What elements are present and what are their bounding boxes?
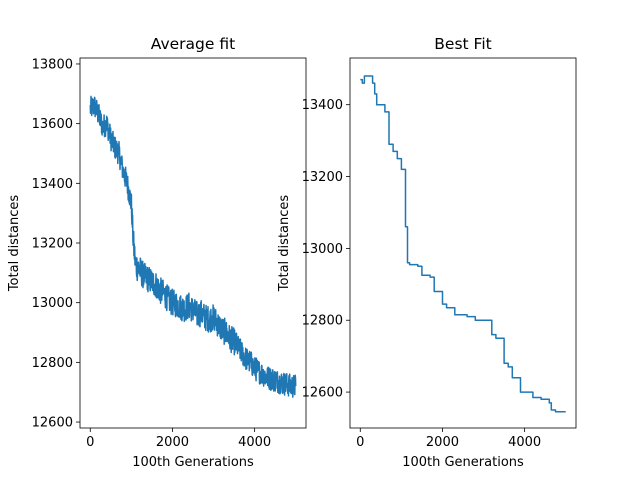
chart-title: Best Fit [434, 35, 491, 53]
x-tick-label: 0 [356, 435, 364, 450]
y-tick-label: 13000 [32, 296, 73, 311]
x-tick-label: 0 [86, 435, 94, 450]
series-line [360, 75, 566, 413]
y-tick-label: 12600 [302, 386, 343, 401]
chart-title: Average fit [151, 35, 235, 53]
y-tick-label: 13000 [302, 242, 343, 257]
best-fit-chart: 0 2000 4000 12600 12800 13000 13200 13400 Best F… [277, 35, 577, 470]
x-tick-label: 2000 [156, 435, 189, 450]
average-fit-chart: 0 2000 4000 12600 12800 13000 13200 13400 13600 1… [7, 35, 307, 470]
y-tick-label: 13600 [32, 117, 73, 132]
x-tick-label: 4000 [508, 435, 541, 450]
x-axis-label: 100th Generations [402, 455, 524, 470]
axes-frame [349, 57, 577, 429]
y-tick-label: 12800 [302, 314, 343, 329]
y-axis-label: Total distances [7, 195, 22, 293]
y-tick-label: 13400 [302, 98, 343, 113]
y-axis-label: Total distances [277, 195, 292, 293]
series-line [89, 95, 297, 398]
x-axis-label: 100th Generations [132, 455, 254, 470]
x-tick-label: 2000 [426, 435, 459, 450]
y-tick-label: 12800 [32, 356, 73, 371]
x-tick-label: 4000 [238, 435, 271, 450]
y-tick-label: 13800 [32, 57, 73, 72]
y-tick-label: 13200 [302, 170, 343, 185]
y-tick-label: 12600 [32, 416, 73, 431]
y-tick-label: 13400 [32, 177, 73, 192]
y-tick-label: 13200 [32, 237, 73, 252]
